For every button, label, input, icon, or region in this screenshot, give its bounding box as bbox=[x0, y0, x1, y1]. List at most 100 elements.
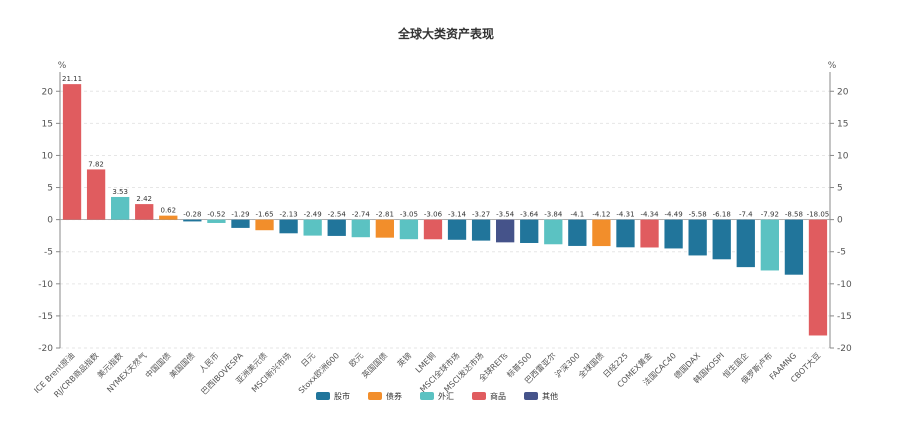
data-label: -1.65 bbox=[255, 211, 273, 219]
data-label: -4.34 bbox=[640, 211, 659, 219]
x-tick-label: 英镑 bbox=[395, 350, 413, 368]
value-labels: 21.11 7.82 3.53 2.42 0.62 -0.28 -0.52 -1.29 -1.6… bbox=[62, 75, 829, 218]
data-label: -2.49 bbox=[304, 211, 322, 219]
bar[interactable] bbox=[760, 219, 779, 271]
x-tick-label: 欧元 bbox=[347, 350, 365, 368]
bar[interactable] bbox=[351, 219, 370, 238]
legend-swatch bbox=[316, 392, 330, 400]
data-label: -2.81 bbox=[376, 211, 394, 219]
legend-label: 其他 bbox=[542, 391, 558, 401]
legend-item[interactable]: 债券 bbox=[368, 391, 402, 401]
bar[interactable] bbox=[375, 219, 394, 238]
y-tick-label-left: 15 bbox=[42, 119, 53, 129]
y-axis-unit-left: % bbox=[58, 61, 67, 71]
data-label: -3.64 bbox=[520, 211, 539, 219]
data-label: -7.4 bbox=[739, 211, 753, 219]
bar[interactable] bbox=[111, 196, 130, 220]
data-label: -1.29 bbox=[231, 211, 249, 219]
bar[interactable] bbox=[568, 219, 587, 246]
data-label: -4.49 bbox=[665, 211, 683, 219]
y-tick-label-left: 5 bbox=[47, 184, 53, 194]
legend-label: 外汇 bbox=[438, 391, 454, 401]
data-label: -18.05 bbox=[807, 211, 830, 219]
bar[interactable] bbox=[183, 219, 202, 222]
data-label: 2.42 bbox=[136, 195, 152, 203]
data-label: 21.11 bbox=[62, 75, 82, 83]
y-tick-label-left: -15 bbox=[38, 312, 53, 322]
y-tick-label-right: 15 bbox=[837, 119, 848, 129]
data-label: 3.53 bbox=[112, 188, 128, 196]
y-tick-label-left: 20 bbox=[42, 87, 54, 97]
bar[interactable] bbox=[423, 219, 443, 240]
legend-item[interactable]: 其他 bbox=[524, 391, 558, 401]
bar[interactable] bbox=[86, 169, 106, 220]
bars bbox=[62, 84, 828, 336]
bar[interactable] bbox=[688, 219, 707, 256]
bar[interactable] bbox=[207, 219, 226, 223]
x-tick-label: 全球国债 bbox=[576, 350, 606, 380]
bar[interactable] bbox=[808, 219, 828, 336]
y-tick-label-right: -15 bbox=[837, 312, 852, 322]
x-tick-label: Stoxx欧洲600 bbox=[296, 350, 341, 395]
data-label: -7.92 bbox=[761, 211, 779, 219]
chart-title: 全球大类资产表现 bbox=[397, 26, 494, 41]
legend-label: 债券 bbox=[386, 391, 402, 401]
data-label: -3.05 bbox=[400, 211, 418, 219]
data-label: -3.27 bbox=[472, 211, 490, 219]
data-label: -4.31 bbox=[616, 211, 634, 219]
y-tick-label-right: 5 bbox=[837, 184, 843, 194]
bar[interactable] bbox=[255, 219, 274, 231]
bar[interactable] bbox=[592, 219, 611, 247]
bar[interactable] bbox=[327, 219, 346, 236]
y-tick-label-right: 10 bbox=[837, 151, 849, 161]
bar[interactable] bbox=[640, 219, 659, 248]
y-axis-unit-right: % bbox=[828, 61, 837, 71]
bar[interactable] bbox=[231, 219, 250, 228]
data-label: -4.1 bbox=[571, 211, 585, 219]
y-tick-label-left: -5 bbox=[44, 248, 53, 258]
data-label: -0.28 bbox=[183, 211, 201, 219]
y-tick-label-left: -20 bbox=[38, 344, 53, 354]
x-tick-label: ICE Brent原油 bbox=[32, 350, 77, 395]
y-tick-label-right: 20 bbox=[837, 87, 849, 97]
legend-item[interactable]: 外汇 bbox=[420, 391, 454, 401]
legend[interactable]: 股市 债券 外汇 商品 其他 bbox=[316, 391, 558, 401]
axes: -20 -20 -15 -15 -10 -10 -5 -5 0 0 5 5 10 10 15 15 20 20 bbox=[38, 72, 852, 354]
y-tick-label-right: -10 bbox=[837, 280, 852, 290]
legend-label: 股市 bbox=[334, 391, 350, 401]
bar[interactable] bbox=[496, 219, 515, 243]
data-label: -0.52 bbox=[207, 211, 225, 219]
x-tick-label: 日元 bbox=[299, 351, 317, 369]
legend-swatch bbox=[368, 392, 382, 400]
legend-swatch bbox=[524, 392, 538, 400]
bar[interactable] bbox=[544, 219, 563, 245]
y-tick-label-left: -10 bbox=[38, 280, 53, 290]
bar[interactable] bbox=[62, 84, 82, 220]
data-label: -2.54 bbox=[328, 211, 347, 219]
bar[interactable] bbox=[712, 219, 731, 260]
data-label: -6.18 bbox=[713, 211, 731, 219]
data-label: -4.12 bbox=[592, 211, 610, 219]
bar[interactable] bbox=[159, 215, 178, 220]
data-label: -2.13 bbox=[280, 211, 298, 219]
bar[interactable] bbox=[471, 219, 491, 241]
bar[interactable] bbox=[399, 219, 419, 240]
category-labels: ICE Brent原油RJ/CRB商品指数美元指数NYMEX天然气中国国债美国国… bbox=[32, 350, 823, 399]
bar[interactable] bbox=[736, 219, 755, 268]
data-label: -3.84 bbox=[544, 211, 563, 219]
legend-item[interactable]: 股市 bbox=[316, 391, 350, 401]
bar[interactable] bbox=[447, 219, 467, 240]
data-label: -3.14 bbox=[448, 211, 467, 219]
bar[interactable] bbox=[616, 219, 635, 248]
legend-swatch bbox=[420, 392, 434, 400]
legend-item[interactable]: 商品 bbox=[472, 391, 506, 401]
bar[interactable] bbox=[664, 219, 683, 249]
bar[interactable] bbox=[520, 219, 539, 243]
bar[interactable] bbox=[135, 204, 154, 220]
data-label: -3.06 bbox=[424, 211, 443, 219]
bar[interactable] bbox=[279, 219, 298, 234]
bar[interactable] bbox=[303, 219, 322, 236]
bar[interactable] bbox=[784, 219, 804, 275]
y-tick-label-left: 10 bbox=[42, 151, 54, 161]
